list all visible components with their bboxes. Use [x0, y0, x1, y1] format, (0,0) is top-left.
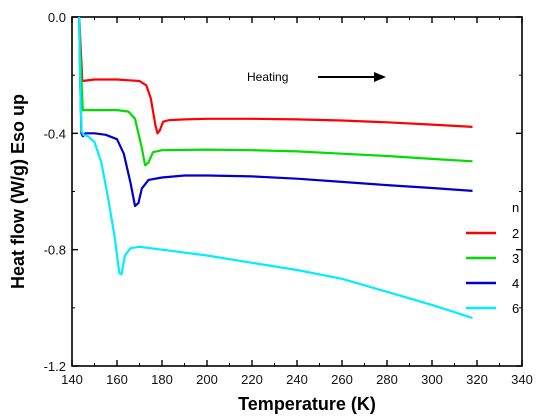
series-line-n6 [78, 16, 473, 320]
x-tick-label: 180 [151, 372, 173, 387]
x-tick-label: 160 [106, 372, 128, 387]
x-tick-label: 300 [421, 372, 443, 387]
legend-label-n3: 3 [512, 251, 519, 266]
x-tick-label: 340 [511, 372, 533, 387]
x-tick-label: 240 [286, 372, 308, 387]
x-tick-label: 320 [466, 372, 488, 387]
series-line-n3 [78, 16, 473, 167]
y-axis-title: Heat flow (W/g) Eso up [8, 94, 28, 289]
x-tick-label: 200 [196, 372, 218, 387]
x-tick-label: 280 [376, 372, 398, 387]
y-tick-label: -1.2 [44, 359, 66, 374]
x-tick-label: 140 [61, 372, 83, 387]
x-axis-title: Temperature (K) [238, 394, 376, 414]
series-lines [78, 16, 473, 320]
legend-label-n6: 6 [512, 301, 519, 316]
y-tick-label: 0.0 [48, 10, 66, 25]
heating-annotation: Heating [247, 70, 386, 84]
series-line-n2 [78, 16, 473, 135]
heating-label: Heating [247, 70, 288, 84]
legend: n 2 3 4 6 [466, 200, 519, 316]
x-tick-label: 220 [241, 372, 263, 387]
series-line-n4 [78, 16, 473, 208]
heating-arrow-head [374, 72, 386, 82]
legend-label-n4: 4 [512, 276, 519, 291]
ticks: 140 160 180 200 220 240 260 280 300 320 340 0.0 -0.4… [44, 10, 533, 387]
legend-label-n2: 2 [512, 226, 519, 241]
y-tick-label: -0.8 [44, 243, 66, 258]
plot-frame [71, 16, 523, 367]
y-tick-label: -0.4 [44, 126, 66, 141]
legend-title: n [512, 200, 519, 215]
axes [71, 16, 523, 367]
x-tick-label: 260 [331, 372, 353, 387]
